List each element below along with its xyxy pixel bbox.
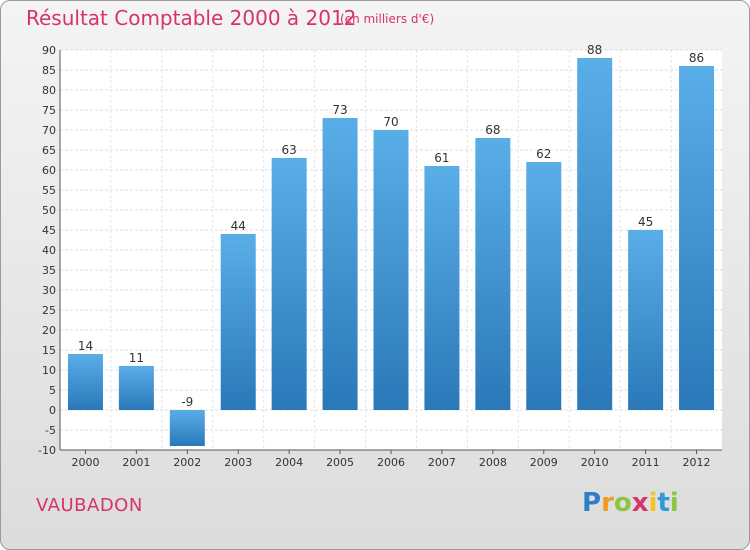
y-tick-label: 35 xyxy=(42,264,56,277)
data-label: 73 xyxy=(332,103,347,117)
bar xyxy=(628,230,664,410)
axes: -10 -5 0 5 10 15 20 25 30 35 40 45 50 55 60 65 70 75 80 85 9… xyxy=(38,44,722,469)
data-label: 62 xyxy=(536,147,551,161)
data-label: 88 xyxy=(587,43,602,57)
x-tick-label: 2005 xyxy=(326,456,354,469)
x-tick-label: 2006 xyxy=(377,456,405,469)
data-label: 44 xyxy=(231,219,246,233)
chart-title: Résultat Comptable 2000 à 2012 xyxy=(26,6,357,30)
bar xyxy=(118,366,154,410)
logo-letter: i xyxy=(648,488,658,518)
x-tick-label: 2002 xyxy=(173,456,201,469)
bar xyxy=(67,354,103,410)
bar xyxy=(220,234,256,410)
y-tick-label: -5 xyxy=(45,424,56,437)
y-tick-label: 20 xyxy=(42,324,56,337)
bar xyxy=(271,158,307,410)
y-tick-label: 25 xyxy=(42,304,56,317)
x-tick-label: 2012 xyxy=(683,456,711,469)
y-tick-label: 55 xyxy=(42,184,56,197)
data-label: 70 xyxy=(383,115,398,129)
logo-letter: P xyxy=(582,488,602,518)
logo-letter: i xyxy=(669,488,679,518)
x-tick-label: 2007 xyxy=(428,456,456,469)
y-tick-label: 75 xyxy=(42,104,56,117)
y-tick-label: 30 xyxy=(42,284,56,297)
x-tick-label: 2010 xyxy=(581,456,609,469)
y-tick-label: 0 xyxy=(49,404,56,417)
logo-letter: x xyxy=(631,488,649,518)
logo-letter: t xyxy=(657,488,670,518)
x-tick-label: 2003 xyxy=(224,456,252,469)
bar xyxy=(526,162,562,410)
x-tick-label: 2008 xyxy=(479,456,507,469)
y-tick-label: 85 xyxy=(42,64,56,77)
y-tick-label: 80 xyxy=(42,84,56,97)
bar xyxy=(169,410,205,446)
y-tick-label: 5 xyxy=(49,384,56,397)
y-tick-label: 60 xyxy=(42,164,56,177)
data-label: 61 xyxy=(434,151,449,165)
x-tick-label: 2000 xyxy=(71,456,99,469)
data-label: 63 xyxy=(282,143,297,157)
proxiti-logo: Proxiti xyxy=(582,488,679,518)
data-label: -9 xyxy=(181,395,193,409)
x-tick-label: 2009 xyxy=(530,456,558,469)
data-label: 86 xyxy=(689,51,704,65)
bar xyxy=(424,166,460,410)
y-tick-label: 40 xyxy=(42,244,56,257)
data-label: 11 xyxy=(129,351,144,365)
x-tick-label: 2001 xyxy=(122,456,150,469)
bar xyxy=(577,58,613,410)
y-tick-label: 15 xyxy=(42,344,56,357)
y-tick-label: 70 xyxy=(42,124,56,137)
town-name: VAUBADON xyxy=(36,495,143,516)
data-label: 45 xyxy=(638,215,653,229)
bar xyxy=(373,130,409,410)
logo-letter: o xyxy=(613,488,632,518)
bar xyxy=(679,66,715,410)
y-tick-label: 10 xyxy=(42,364,56,377)
logo-letter: r xyxy=(601,488,614,518)
bars: 14 11 -9 44 63 73 70 61 68 62 88 45 86 xyxy=(67,43,715,446)
y-tick-label: 65 xyxy=(42,144,56,157)
y-tick-label: 90 xyxy=(42,44,56,57)
bar xyxy=(322,118,358,410)
x-tick-label: 2011 xyxy=(632,456,660,469)
y-tick-label: 45 xyxy=(42,224,56,237)
x-tick-label: 2004 xyxy=(275,456,303,469)
data-label: 14 xyxy=(78,339,93,353)
y-tick-label: 50 xyxy=(42,204,56,217)
y-tick-label: -10 xyxy=(38,444,56,457)
data-label: 68 xyxy=(485,123,500,137)
chart-subtitle: (en milliers d'€) xyxy=(340,12,435,26)
bar xyxy=(475,138,511,410)
